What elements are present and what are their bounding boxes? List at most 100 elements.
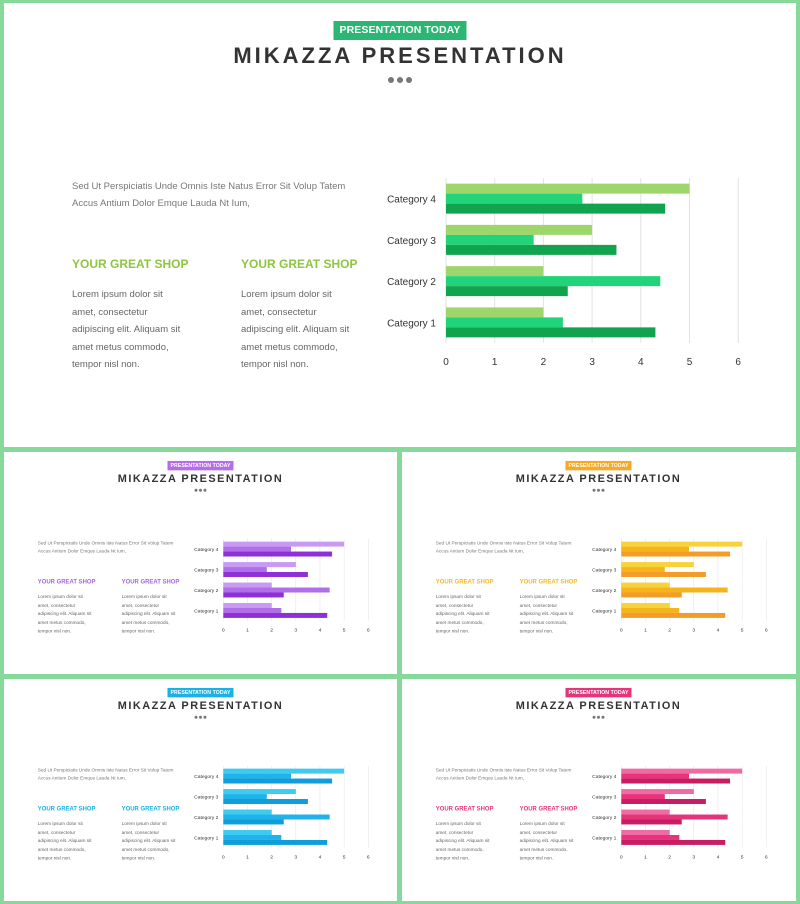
x-tick-label: 6 xyxy=(367,628,370,634)
bar xyxy=(223,587,330,593)
bar xyxy=(621,834,680,840)
slide-green: PRESENTATION TODAY MIKAZZA PRESENTATION … xyxy=(4,3,796,447)
dot-icon xyxy=(199,488,202,492)
bar xyxy=(621,794,665,800)
dot-icon xyxy=(597,715,600,719)
bar-chart: 0 1 2 3 4 5 6 Category 1 Category 2 Category 3 Cat… xyxy=(387,178,741,368)
x-tick-label: 4 xyxy=(319,855,322,861)
x-tick-label: 6 xyxy=(735,357,741,368)
category-label: Category 4 xyxy=(387,195,436,206)
column-1-heading: YOUR GREAT SHOP xyxy=(37,805,96,812)
category-label: Category 2 xyxy=(592,588,616,594)
bar-chart: 0 1 2 3 4 5 6 Category 1 Category 2 Category 3 Cat… xyxy=(592,765,768,861)
bar xyxy=(223,603,272,608)
x-tick-label: 0 xyxy=(222,855,225,861)
column-1-heading: YOUR GREAT SHOP xyxy=(37,578,96,585)
column-1-heading: YOUR GREAT SHOP xyxy=(435,578,494,585)
dot-icon xyxy=(592,715,596,719)
bar xyxy=(223,834,282,840)
intro-text: Sed Ut Perspiciatis Unde Omnis Iste Natu… xyxy=(435,767,572,782)
slide-pink: PRESENTATION TODAY MIKAZZA PRESENTATION … xyxy=(402,679,796,901)
dots-divider xyxy=(194,488,207,492)
bar xyxy=(621,607,680,613)
bar xyxy=(223,819,284,825)
category-label: Category 4 xyxy=(592,547,616,553)
bar xyxy=(223,582,272,588)
bar xyxy=(621,592,682,598)
bar xyxy=(223,799,308,804)
bar xyxy=(446,317,563,328)
x-tick-label: 5 xyxy=(687,357,693,368)
category-label: Category 4 xyxy=(194,774,218,780)
bar xyxy=(223,592,284,598)
bar xyxy=(446,224,593,235)
x-tick-label: 1 xyxy=(644,628,647,634)
bar xyxy=(223,789,296,795)
bar xyxy=(223,567,267,573)
slide-content: PRESENTATION TODAY MIKAZZA PRESENTATION … xyxy=(4,679,397,899)
dot-icon xyxy=(406,77,412,83)
x-tick-label: 6 xyxy=(367,855,370,861)
x-tick-label: 3 xyxy=(294,628,297,634)
x-tick-label: 4 xyxy=(319,628,322,634)
bar xyxy=(446,327,656,338)
x-tick-label: 2 xyxy=(541,357,547,368)
dots-divider xyxy=(388,77,412,83)
dot-icon xyxy=(601,488,605,492)
x-tick-label: 2 xyxy=(270,855,273,861)
bar xyxy=(621,551,731,557)
bar-chart: 0 1 2 3 4 5 6 Category 1 Category 2 Category 3 Cat… xyxy=(194,765,370,861)
column-2-body: Lorem ipsum dolor sit amet, consectetur … xyxy=(519,820,574,862)
bar xyxy=(621,799,706,804)
bar xyxy=(621,773,689,779)
column-2-heading: YOUR GREAT SHOP xyxy=(241,257,358,271)
page-title: MIKAZZA PRESENTATION xyxy=(117,471,284,485)
bar xyxy=(621,572,706,577)
category-label: Category 3 xyxy=(592,795,616,801)
intro-text: Sed Ut Perspiciatis Unde Omnis Iste Natu… xyxy=(435,540,572,555)
dot-icon xyxy=(397,77,403,83)
x-tick-label: 2 xyxy=(668,628,671,634)
presentation-badge: PRESENTATION TODAY xyxy=(565,460,632,471)
bar-chart: 0 1 2 3 4 5 6 Category 1 Category 2 Category 3 Cat… xyxy=(592,538,768,634)
category-label: Category 2 xyxy=(387,277,436,288)
bar xyxy=(223,562,296,568)
x-tick-label: 5 xyxy=(343,628,346,634)
column-1-heading: YOUR GREAT SHOP xyxy=(435,805,494,812)
page-title: MIKAZZA PRESENTATION xyxy=(515,471,682,485)
slide-purple: PRESENTATION TODAY MIKAZZA PRESENTATION … xyxy=(4,452,397,674)
x-tick-label: 5 xyxy=(343,855,346,861)
page-title: MIKAZZA PRESENTATION xyxy=(117,698,284,712)
category-label: Category 2 xyxy=(194,815,218,821)
category-label: Category 4 xyxy=(592,774,616,780)
category-label: Category 1 xyxy=(194,835,218,841)
x-tick-label: 4 xyxy=(638,357,644,368)
dot-icon xyxy=(194,488,198,492)
x-tick-label: 5 xyxy=(741,855,744,861)
bar xyxy=(446,183,690,194)
bar xyxy=(621,612,726,618)
bar xyxy=(223,839,328,845)
presentation-badge: PRESENTATION TODAY xyxy=(167,460,234,471)
bar xyxy=(621,603,670,608)
bar xyxy=(621,789,694,795)
bar xyxy=(223,541,345,547)
category-label: Category 1 xyxy=(194,608,218,614)
bar xyxy=(223,814,330,820)
slide-blue: PRESENTATION TODAY MIKAZZA PRESENTATION … xyxy=(4,679,397,901)
x-tick-label: 3 xyxy=(294,855,297,861)
x-tick-label: 3 xyxy=(692,855,695,861)
bar xyxy=(223,607,282,613)
category-label: Category 3 xyxy=(194,568,218,574)
dots-divider xyxy=(194,715,207,719)
dots-divider xyxy=(592,715,605,719)
column-2-body: Lorem ipsum dolor sit amet, consectetur … xyxy=(241,289,350,370)
bar xyxy=(446,234,534,245)
bar xyxy=(621,582,670,588)
x-tick-label: 1 xyxy=(492,357,498,368)
dot-icon xyxy=(601,715,605,719)
column-1-body: Lorem ipsum dolor sit amet, consectetur … xyxy=(37,593,92,635)
bar xyxy=(621,814,728,820)
slide-orange: PRESENTATION TODAY MIKAZZA PRESENTATION … xyxy=(402,452,796,674)
bar xyxy=(223,809,272,815)
